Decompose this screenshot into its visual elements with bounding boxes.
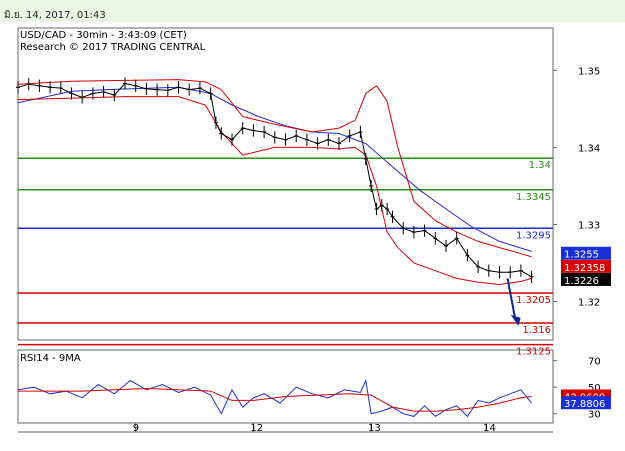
price-panel-frame — [17, 27, 554, 341]
level-label: 1.3295 — [516, 230, 551, 241]
rsi-panel-frame — [17, 349, 554, 424]
y-tick-label: 1.33 — [578, 220, 600, 231]
header-bar — [0, 0, 625, 22]
level-label: 1.316 — [522, 325, 551, 336]
rsi-y-tick-label: 30 — [588, 410, 601, 421]
bollinger-lower-line — [17, 96, 532, 286]
chart-subtitle: Research © 2017 TRADING CENTRAL — [20, 42, 206, 53]
header-date: มิ.ย. 14, 2017, 01:43 — [4, 10, 106, 21]
chart-title: USD/CAD - 30min - 3:43:09 (CET) — [20, 30, 187, 41]
x-tick-label: 9 — [133, 423, 139, 434]
bollinger-upper-line — [17, 79, 532, 258]
level-label: 1.34 — [529, 160, 551, 171]
level-label: 1.3125 — [516, 347, 551, 358]
rsi-ma-line — [18, 387, 532, 412]
price-tag-bg — [561, 246, 611, 260]
rsi-title: RSI14 - 9MA — [20, 353, 81, 364]
price-tag-label: 1.32358 — [564, 263, 605, 274]
rsi-y-tick-label: 70 — [588, 357, 601, 368]
x-tick-label: 14 — [483, 423, 496, 434]
price-tag-bg — [561, 272, 611, 286]
ma-line — [17, 86, 532, 252]
y-tick-label: 1.35 — [578, 66, 600, 77]
forecast-arrow-line — [506, 278, 517, 321]
price-tag-bg — [561, 259, 611, 273]
price-line — [17, 82, 532, 278]
rsi-tag-label: 37.8806 — [564, 399, 605, 410]
y-tick-label: 1.32 — [578, 297, 600, 308]
price-tag-label: 1.3255 — [564, 250, 599, 261]
rsi-tag-bg — [561, 396, 611, 410]
level-label: 1.3205 — [516, 295, 551, 306]
x-tick-label: 12 — [250, 423, 263, 434]
rsi-y-tick-label: 50 — [588, 383, 601, 394]
rsi-line — [17, 378, 532, 418]
level-label: 1.3345 — [516, 192, 551, 203]
forecast-arrow-head — [510, 314, 521, 326]
y-tick-label: 1.34 — [578, 143, 600, 154]
x-tick-label: 13 — [368, 423, 381, 434]
price-tag-label: 1.3226 — [564, 276, 599, 287]
